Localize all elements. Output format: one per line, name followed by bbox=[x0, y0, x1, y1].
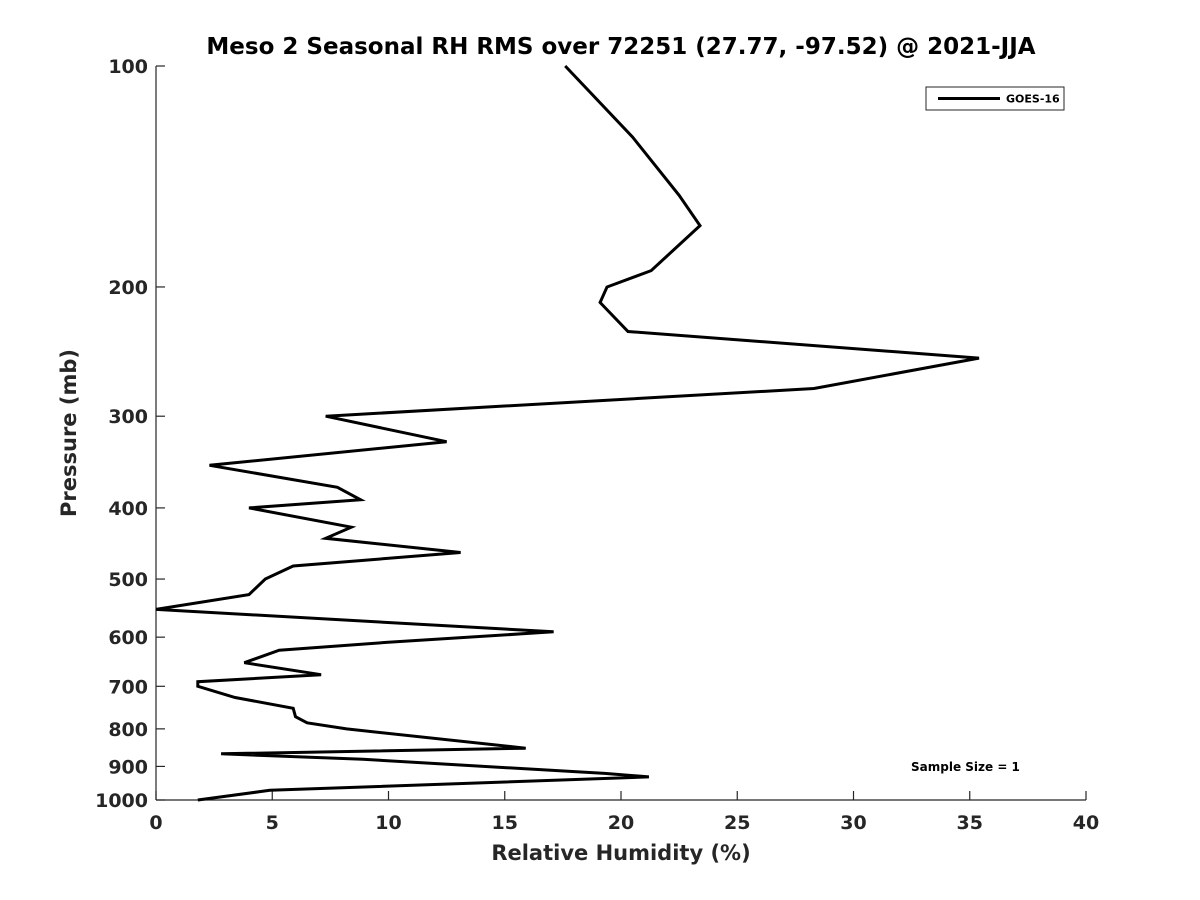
x-ticks: 0 5 10 15 20 25 30 35 40 bbox=[149, 791, 1099, 834]
chart-title: Meso 2 Seasonal RH RMS over 72251 (27.77… bbox=[206, 34, 1035, 60]
x-tick-label: 40 bbox=[1073, 812, 1099, 834]
x-tick-label: 15 bbox=[492, 812, 518, 834]
legend: GOES-16 bbox=[925, 86, 1065, 111]
x-tick-label: 20 bbox=[608, 812, 634, 834]
y-tick-label: 200 bbox=[108, 277, 148, 299]
x-tick-label: 0 bbox=[149, 812, 162, 834]
plot-area: 0 5 10 15 20 25 30 35 40 100 200 300 400 500 600 700 80… bbox=[95, 56, 1099, 834]
x-tick-label: 10 bbox=[375, 812, 401, 834]
series-line-goes-16 bbox=[155, 64, 980, 802]
x-tick-label: 35 bbox=[957, 812, 983, 834]
y-tick-label: 900 bbox=[108, 756, 148, 778]
y-tick-label: 500 bbox=[108, 569, 148, 591]
y-tick-label: 100 bbox=[108, 56, 148, 78]
y-tick-label: 600 bbox=[108, 627, 148, 649]
series-layer bbox=[155, 64, 980, 802]
x-tick-label: 30 bbox=[840, 812, 866, 834]
x-axis-title: Relative Humidity (%) bbox=[491, 841, 750, 865]
x-tick-label: 25 bbox=[724, 812, 750, 834]
y-tick-label: 400 bbox=[108, 498, 148, 520]
legend-label: GOES-16 bbox=[1006, 93, 1060, 106]
y-axis-title: Pressure (mb) bbox=[57, 349, 81, 517]
y-tick-label: 800 bbox=[108, 719, 148, 741]
y-tick-label: 700 bbox=[108, 676, 148, 698]
y-ticks: 100 200 300 400 500 600 700 800 900 1000 bbox=[95, 56, 165, 812]
sample-size-annotation: Sample Size = 1 bbox=[911, 760, 1020, 774]
x-tick-label: 5 bbox=[266, 812, 279, 834]
y-tick-label: 300 bbox=[108, 406, 148, 428]
y-tick-label: 1000 bbox=[95, 790, 148, 812]
